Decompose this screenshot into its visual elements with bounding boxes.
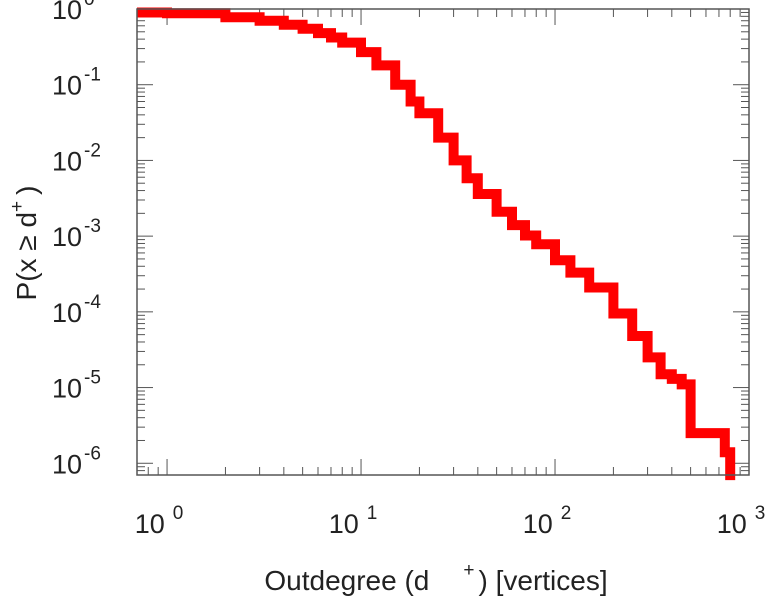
x-tick-label: 10 0: [135, 503, 184, 539]
x-tick-label: 10 1: [329, 503, 378, 539]
ccdf-series-line: [137, 7, 736, 481]
y-axis-label-suffix: ): [11, 186, 42, 195]
y-tick-label: 10 -4: [52, 292, 101, 328]
tick-labels: 100 101 102 103 100 10-1 10-2 10-3 10-4 10-5 10-6: [52, 0, 765, 539]
x-axis-label-sup: +: [463, 560, 474, 581]
x-axis-label-suffix: ) [vertices]: [478, 565, 607, 596]
data-layer: [137, 7, 736, 481]
y-axis-label-sup: +: [7, 201, 28, 212]
tick-marks: [136, 8, 750, 476]
y-tick-label: 10 -2: [52, 140, 101, 176]
plot-frame: [136, 8, 750, 476]
x-axis-label-main: Outdegree (d: [264, 565, 429, 596]
y-axis-label: P(x ≥ d+): [7, 186, 42, 301]
y-tick-label: 10 -3: [52, 216, 101, 252]
y-tick-label: 10 -1: [52, 65, 101, 101]
x-axis-label: Outdegree (d +) [vertices]: [264, 560, 607, 596]
y-axis-label-main: P(x ≥ d: [11, 212, 42, 301]
y-tick-label: 10 -5: [52, 368, 101, 404]
x-tick-label: 10 3: [717, 503, 766, 539]
y-tick-label: 100: [52, 0, 95, 25]
x-tick-label: 10 2: [523, 503, 572, 539]
y-tick-label: 10 -6: [52, 443, 101, 479]
